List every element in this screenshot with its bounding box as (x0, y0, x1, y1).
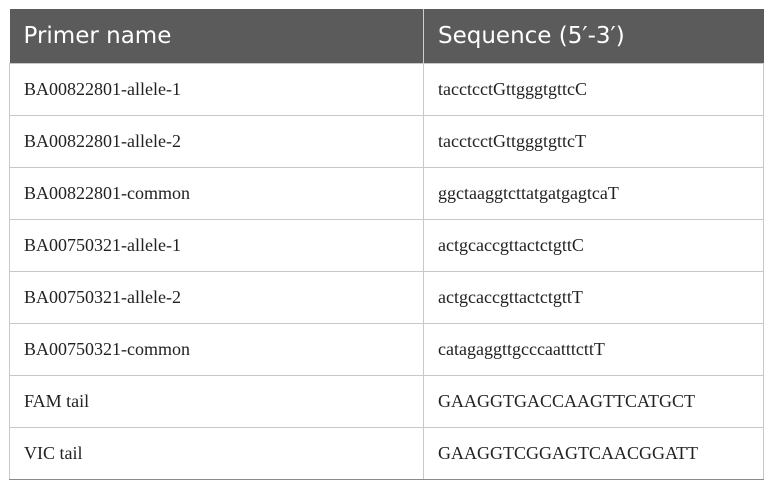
header-row: Primer name Sequence (5′-3′) (9, 9, 764, 64)
sequence-cell: catagaggttgcccaatttcttT (423, 323, 764, 376)
table-body: BA00822801-allele-1 tacctcctGttgggtgttcC… (9, 63, 764, 480)
primer-name-cell: BA00822801-allele-1 (9, 63, 424, 116)
table-row: BA00750321-allele-2 actgcaccgttactctgttT (9, 271, 764, 324)
primer-name-cell: VIC tail (9, 427, 424, 480)
primer-name-cell: FAM tail (9, 375, 424, 428)
primer-table: Primer name Sequence (5′-3′) BA00822801-… (9, 9, 764, 480)
table-row: BA00822801-allele-2 tacctcctGttgggtgttcT (9, 115, 764, 168)
sequence-cell: tacctcctGttgggtgttcT (423, 115, 764, 168)
sequence-cell: tacctcctGttgggtgttcC (423, 63, 764, 116)
sequence-cell: actgcaccgttactctgttT (423, 271, 764, 324)
sequence-cell: GAAGGTGACCAAGTTCATGCT (423, 375, 764, 428)
table-row: BA00822801-allele-1 tacctcctGttgggtgttcC (9, 63, 764, 116)
table-row: VIC tail GAAGGTCGGAGTCAACGGATT (9, 427, 764, 480)
primer-name-cell: BA00750321-allele-2 (9, 271, 424, 324)
table-row: BA00750321-common catagaggttgcccaatttctt… (9, 323, 764, 376)
header-sequence: Sequence (5′-3′) (423, 9, 764, 64)
header-primer-name: Primer name (9, 9, 424, 64)
primer-table-container: Primer name Sequence (5′-3′) BA00822801-… (9, 9, 764, 480)
sequence-cell: GAAGGTCGGAGTCAACGGATT (423, 427, 764, 480)
table-row: FAM tail GAAGGTGACCAAGTTCATGCT (9, 375, 764, 428)
primer-name-cell: BA00822801-allele-2 (9, 115, 424, 168)
primer-name-cell: BA00750321-allele-1 (9, 219, 424, 272)
table-row: BA00822801-common ggctaaggtcttatgatgagtc… (9, 167, 764, 220)
table-row: BA00750321-allele-1 actgcaccgttactctgttC (9, 219, 764, 272)
primer-name-cell: BA00822801-common (9, 167, 424, 220)
sequence-cell: actgcaccgttactctgttC (423, 219, 764, 272)
primer-name-cell: BA00750321-common (9, 323, 424, 376)
sequence-cell: ggctaaggtcttatgatgagtcaT (423, 167, 764, 220)
table-header: Primer name Sequence (5′-3′) (9, 9, 764, 64)
